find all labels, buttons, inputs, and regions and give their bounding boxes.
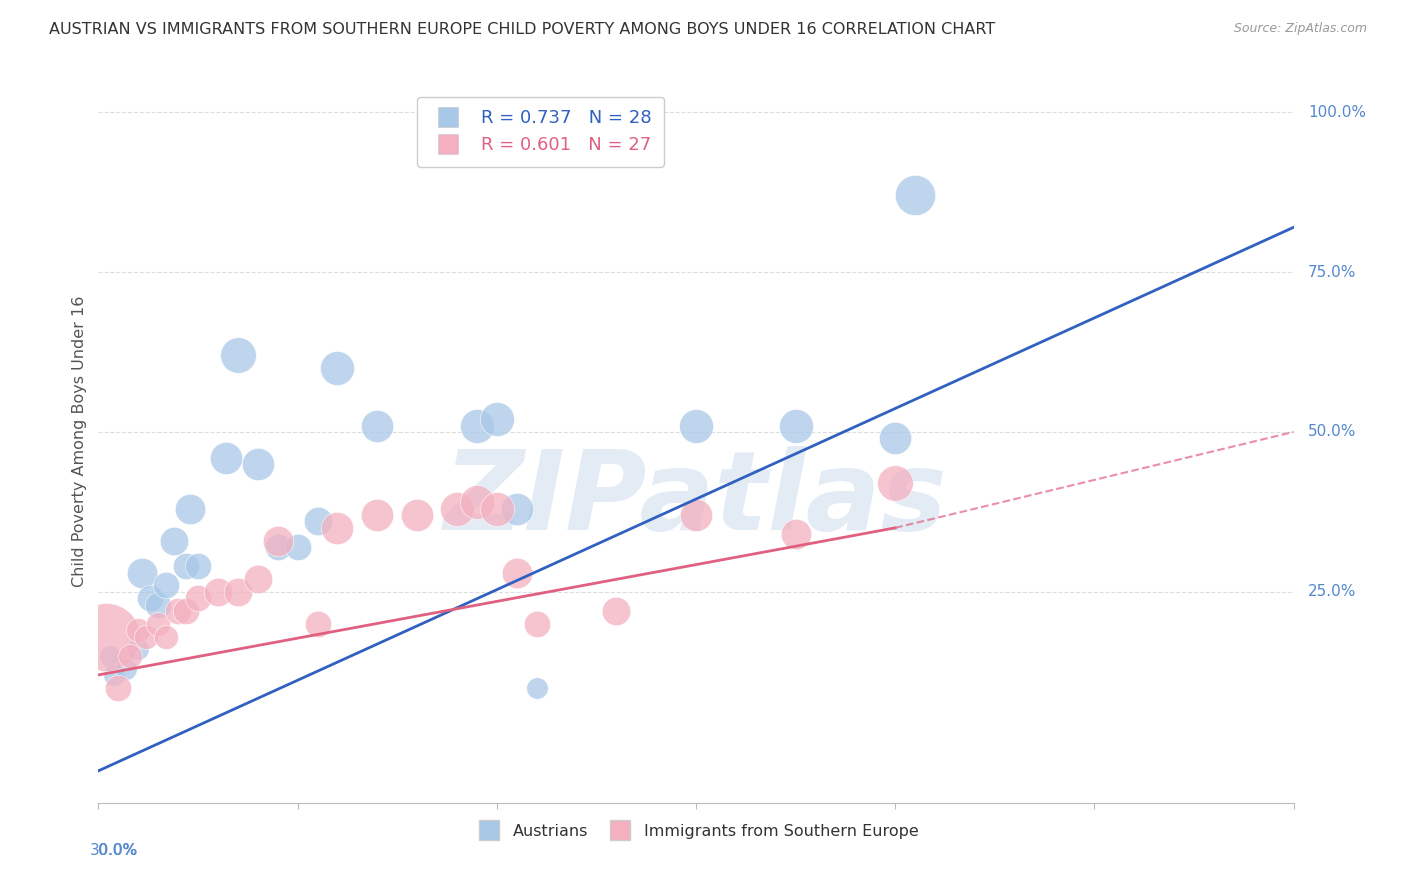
Text: 50.0%: 50.0%	[1308, 425, 1357, 440]
Point	[307, 616, 329, 631]
Point	[131, 566, 153, 580]
Text: 30.0%: 30.0%	[90, 843, 138, 857]
Point	[120, 648, 142, 663]
Point	[246, 572, 269, 586]
Point	[115, 661, 138, 675]
Point	[526, 681, 548, 695]
Point	[187, 591, 209, 606]
Point	[155, 578, 177, 592]
Text: 100.0%: 100.0%	[1308, 104, 1365, 120]
Point	[167, 604, 190, 618]
Point	[163, 533, 186, 548]
Point	[174, 559, 197, 574]
Point	[366, 418, 388, 433]
Point	[904, 188, 927, 202]
Text: 0.0%: 0.0%	[98, 843, 138, 857]
Point	[605, 604, 627, 618]
Point	[366, 508, 388, 522]
Point	[127, 623, 149, 637]
Point	[96, 630, 118, 644]
Point	[139, 591, 162, 606]
Point	[485, 501, 508, 516]
Point	[465, 495, 488, 509]
Point	[326, 361, 349, 376]
Text: 25.0%: 25.0%	[1308, 584, 1357, 599]
Point	[884, 476, 907, 491]
Point	[174, 604, 197, 618]
Text: AUSTRIAN VS IMMIGRANTS FROM SOUTHERN EUROPE CHILD POVERTY AMONG BOYS UNDER 16 CO: AUSTRIAN VS IMMIGRANTS FROM SOUTHERN EUR…	[49, 22, 995, 37]
Y-axis label: Child Poverty Among Boys Under 16: Child Poverty Among Boys Under 16	[72, 296, 87, 587]
Point	[103, 668, 125, 682]
Point	[287, 540, 309, 554]
Legend: Austrians, Immigrants from Southern Europe: Austrians, Immigrants from Southern Euro…	[467, 818, 925, 846]
Point	[526, 616, 548, 631]
Point	[485, 412, 508, 426]
Point	[307, 515, 329, 529]
Point	[506, 501, 529, 516]
Point	[107, 681, 129, 695]
Point	[215, 450, 238, 465]
Point	[127, 642, 149, 657]
Point	[326, 521, 349, 535]
Point	[98, 648, 122, 663]
Point	[446, 501, 468, 516]
Point	[506, 566, 529, 580]
Point	[406, 508, 429, 522]
Point	[226, 348, 249, 362]
Point	[785, 527, 807, 541]
Point	[179, 501, 201, 516]
Point	[135, 630, 157, 644]
Point	[155, 630, 177, 644]
Point	[207, 584, 229, 599]
Point	[267, 533, 290, 548]
Point	[246, 457, 269, 471]
Point	[465, 418, 488, 433]
Point	[267, 540, 290, 554]
Point	[685, 508, 707, 522]
Point	[884, 431, 907, 445]
Point	[226, 584, 249, 599]
Text: Source: ZipAtlas.com: Source: ZipAtlas.com	[1233, 22, 1367, 36]
Text: ZIPatlas: ZIPatlas	[444, 446, 948, 553]
Text: 75.0%: 75.0%	[1308, 265, 1357, 279]
Point	[785, 418, 807, 433]
Point	[187, 559, 209, 574]
Point	[148, 598, 170, 612]
Point	[148, 616, 170, 631]
Point	[685, 418, 707, 433]
